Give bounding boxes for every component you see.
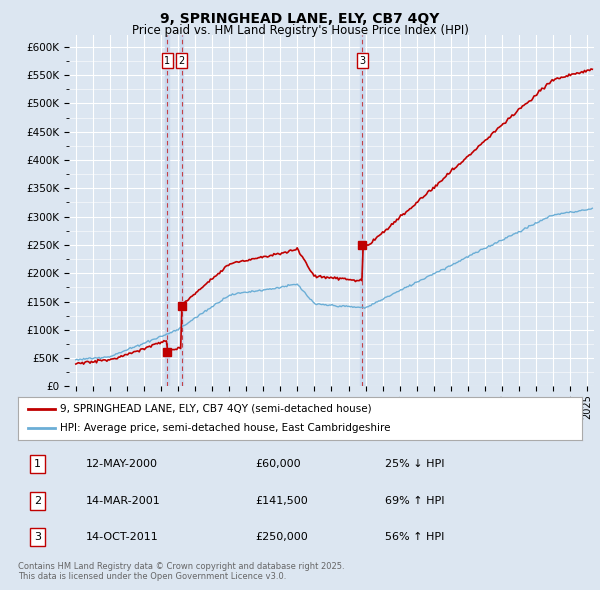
Text: 25% ↓ HPI: 25% ↓ HPI xyxy=(385,459,444,469)
Text: 9, SPRINGHEAD LANE, ELY, CB7 4QY: 9, SPRINGHEAD LANE, ELY, CB7 4QY xyxy=(160,12,440,26)
Text: 56% ↑ HPI: 56% ↑ HPI xyxy=(385,532,444,542)
Text: Price paid vs. HM Land Registry's House Price Index (HPI): Price paid vs. HM Land Registry's House … xyxy=(131,24,469,37)
Text: 1: 1 xyxy=(34,459,41,469)
Text: 3: 3 xyxy=(34,532,41,542)
Text: Contains HM Land Registry data © Crown copyright and database right 2025.
This d: Contains HM Land Registry data © Crown c… xyxy=(18,562,344,581)
Text: £141,500: £141,500 xyxy=(255,496,308,506)
Text: 9, SPRINGHEAD LANE, ELY, CB7 4QY (semi-detached house): 9, SPRINGHEAD LANE, ELY, CB7 4QY (semi-d… xyxy=(60,404,372,414)
Bar xyxy=(180,35,183,386)
Text: 14-OCT-2011: 14-OCT-2011 xyxy=(86,532,158,542)
Text: 69% ↑ HPI: 69% ↑ HPI xyxy=(385,496,444,506)
Text: 2: 2 xyxy=(178,56,185,66)
Text: £250,000: £250,000 xyxy=(255,532,308,542)
Text: HPI: Average price, semi-detached house, East Cambridgeshire: HPI: Average price, semi-detached house,… xyxy=(60,423,391,433)
Bar xyxy=(361,35,364,386)
Text: £60,000: £60,000 xyxy=(255,459,301,469)
Text: 14-MAR-2001: 14-MAR-2001 xyxy=(86,496,160,506)
Text: 2: 2 xyxy=(34,496,41,506)
Bar xyxy=(166,35,169,386)
Text: 12-MAY-2000: 12-MAY-2000 xyxy=(86,459,158,469)
Text: 3: 3 xyxy=(359,56,365,66)
Text: 1: 1 xyxy=(164,56,170,66)
